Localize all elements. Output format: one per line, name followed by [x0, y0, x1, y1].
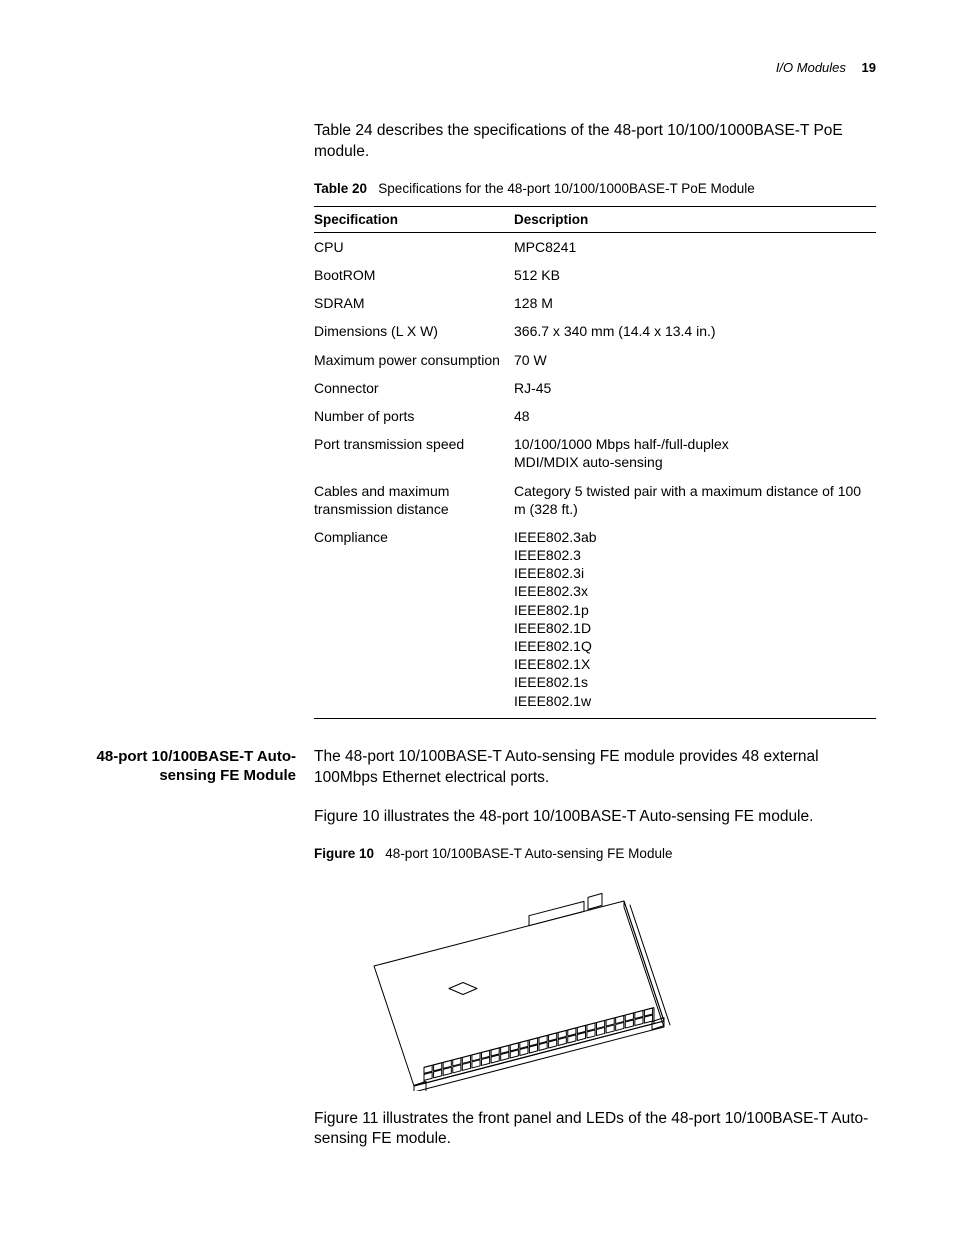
table20-head-desc: Description — [514, 206, 876, 232]
table-cell-spec: Dimensions (L X W) — [314, 317, 514, 345]
table-cell-desc: 128 M — [514, 289, 876, 317]
section-side-heading: 48-port 10/100BASE-T Auto-sensing FE Mod… — [78, 747, 314, 786]
table-row: SDRAM128 M — [314, 289, 876, 317]
figure10-caption-text: 48-port 10/100BASE-T Auto-sensing FE Mod… — [385, 846, 672, 861]
table-row: CPUMPC8241 — [314, 232, 876, 261]
table-cell-desc: 10/100/1000 Mbps half-/full-duplex MDI/M… — [514, 430, 876, 476]
figure10-caption: Figure 10 48-port 10/100BASE-T Auto-sens… — [314, 846, 876, 861]
table-cell-desc: 48 — [514, 402, 876, 430]
table-row: ConnectorRJ-45 — [314, 374, 876, 402]
table-row: Maximum power consumption70 W — [314, 346, 876, 374]
table-cell-desc: Category 5 twisted pair with a maximum d… — [514, 477, 876, 523]
table20-caption-text: Specifications for the 48-port 10/100/10… — [378, 181, 754, 196]
table-cell-desc: 512 KB — [514, 261, 876, 289]
table-row: Dimensions (L X W)366.7 x 340 mm (14.4 x… — [314, 317, 876, 345]
table-row: BootROM512 KB — [314, 261, 876, 289]
table20: Specification Description CPUMPC8241Boot… — [314, 206, 876, 719]
table-cell-spec: CPU — [314, 232, 514, 261]
table-cell-spec: SDRAM — [314, 289, 514, 317]
header-section: I/O Modules — [776, 60, 846, 75]
table-cell-desc: MPC8241 — [514, 232, 876, 261]
table-row: Cables and maximum transmission distance… — [314, 477, 876, 523]
section-para2: Figure 10 illustrates the 48-port 10/100… — [314, 807, 876, 828]
table-cell-desc: 70 W — [514, 346, 876, 374]
table-cell-spec: Cables and maximum transmission distance — [314, 477, 514, 523]
figure10-caption-lead: Figure 10 — [314, 846, 374, 861]
table-cell-spec: BootROM — [314, 261, 514, 289]
intro-paragraph: Table 24 describes the specifications of… — [314, 121, 876, 163]
table-cell-spec: Number of ports — [314, 402, 514, 430]
table-cell-desc: RJ-45 — [514, 374, 876, 402]
table-row: ComplianceIEEE802.3ab IEEE802.3 IEEE802.… — [314, 523, 876, 718]
figure10 — [314, 871, 876, 1091]
table-cell-spec: Maximum power consumption — [314, 346, 514, 374]
section-para3: Figure 11 illustrates the front panel an… — [314, 1109, 876, 1151]
table-cell-spec: Connector — [314, 374, 514, 402]
table-cell-spec: Port transmission speed — [314, 430, 514, 476]
running-header: I/O Modules 19 — [78, 60, 876, 75]
table-cell-spec: Compliance — [314, 523, 514, 718]
table20-caption-lead: Table 20 — [314, 181, 367, 196]
table-row: Number of ports48 — [314, 402, 876, 430]
module-line-drawing — [314, 871, 674, 1091]
header-page-number: 19 — [862, 60, 876, 75]
section-para1: The 48-port 10/100BASE-T Auto-sensing FE… — [314, 747, 876, 789]
table-cell-desc: 366.7 x 340 mm (14.4 x 13.4 in.) — [514, 317, 876, 345]
table-cell-desc: IEEE802.3ab IEEE802.3 IEEE802.3i IEEE802… — [514, 523, 876, 718]
table-row: Port transmission speed10/100/1000 Mbps … — [314, 430, 876, 476]
table20-head-spec: Specification — [314, 206, 514, 232]
table20-caption: Table 20 Specifications for the 48-port … — [314, 181, 876, 196]
